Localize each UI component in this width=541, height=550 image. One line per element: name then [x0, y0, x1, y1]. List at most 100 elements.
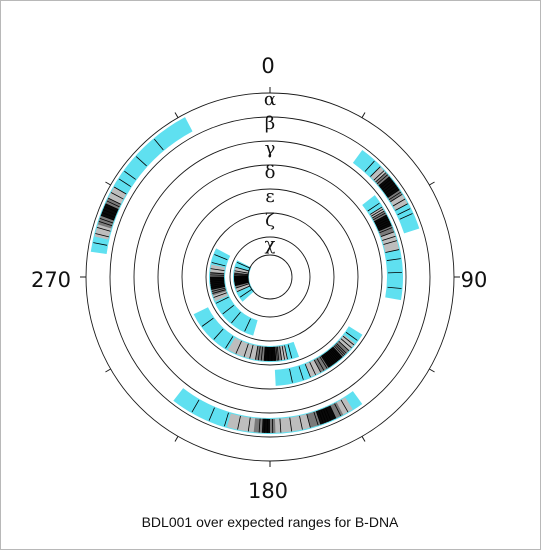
observed-torsion-gamma-6: [374, 216, 388, 224]
observed-torsion-alpha-13: [113, 186, 127, 195]
observed-torsion-beta-23: [320, 409, 327, 423]
observed-torsion-delta-6: [333, 345, 344, 357]
observed-torsion-delta-2: [340, 338, 352, 349]
ring-circle-5: [205, 212, 335, 342]
observed-torsion-epsilon-0: [287, 344, 293, 359]
observed-torsion-delta-0: [345, 331, 358, 341]
observed-torsion-epsilon-13: [265, 346, 267, 361]
angle-tick-60: [429, 181, 435, 186]
observed-torsion-alpha-12: [110, 192, 124, 200]
observed-torsion-beta-30: [279, 418, 282, 433]
observed-torsion-beta-7: [381, 180, 394, 190]
observed-torsion-delta-15: [322, 354, 331, 367]
observed-torsion-zeta-15: [210, 272, 225, 275]
observed-torsion-chi-0: [239, 288, 252, 298]
observed-torsion-delta-22: [298, 366, 304, 380]
observed-torsion-epsilon-6: [274, 346, 277, 361]
observed-torsion-epsilon-17: [255, 345, 259, 360]
observed-torsion-chi-13: [234, 272, 249, 276]
observed-torsion-gamma-5: [374, 214, 387, 222]
observed-torsion-alpha-9: [105, 203, 119, 210]
density-band-beta-7: [261, 418, 270, 433]
angle-label-270: 270: [31, 268, 71, 292]
observed-torsion-gamma-16: [386, 258, 401, 261]
observed-torsion-gamma-0: [367, 202, 380, 212]
observed-torsion-gamma-10: [378, 225, 392, 232]
observed-torsion-beta-0: [364, 160, 375, 172]
observed-torsion-epsilon-5: [275, 346, 278, 361]
observed-torsion-alpha-11: [108, 197, 121, 205]
observed-torsion-beta-21: [325, 407, 332, 421]
observed-torsion-delta-4: [336, 343, 347, 354]
observed-torsion-epsilon-3: [279, 346, 283, 361]
angle-tick-30: [361, 112, 366, 118]
observed-torsion-alpha-5: [100, 215, 115, 221]
observed-torsion-delta-18: [316, 358, 325, 371]
observed-torsion-zeta-10: [210, 281, 225, 284]
observed-torsion-chi-14: [234, 270, 249, 274]
observed-torsion-delta-11: [327, 350, 337, 363]
observed-torsion-chi-5: [234, 280, 249, 284]
ring-label-chi: χ: [265, 234, 276, 255]
observed-torsion-epsilon-20: [235, 340, 242, 354]
observed-torsion-beta-14: [392, 198, 406, 207]
observed-torsion-zeta-2: [222, 305, 234, 315]
observed-torsion-beta-34: [258, 418, 261, 433]
observed-torsion-alpha-2: [96, 227, 111, 232]
observed-torsion-zeta-8: [210, 284, 225, 288]
observed-torsion-alpha-14: [118, 178, 131, 187]
observed-torsion-beta-25: [315, 411, 322, 425]
observed-torsion-beta-11: [387, 189, 400, 198]
observed-torsion-beta-6: [380, 178, 392, 188]
observed-torsion-gamma-18: [387, 286, 402, 289]
ring-label-delta: δ: [265, 162, 276, 183]
observed-torsion-zeta-17: [211, 262, 226, 267]
observed-torsion-chi-12: [234, 274, 249, 276]
observed-torsion-delta-3: [338, 340, 350, 351]
observed-torsion-beta-8: [383, 182, 395, 192]
ring-label-epsilon: ε: [265, 186, 274, 207]
observed-torsion-beta-27: [306, 414, 311, 428]
expected-range-gamma-0: [362, 195, 403, 301]
density-band-delta-2: [321, 346, 343, 368]
observed-torsion-beta-29: [289, 417, 293, 432]
observed-torsion-delta-21: [304, 364, 311, 378]
ring-label-gamma: γ: [265, 138, 276, 159]
observed-torsion-chi-8: [234, 278, 249, 280]
observed-torsion-delta-14: [323, 353, 333, 366]
observed-torsion-zeta-3: [215, 296, 229, 304]
observed-torsion-gamma-2: [370, 208, 384, 217]
angle-tick-120: [429, 368, 435, 373]
observed-torsion-epsilon-23: [201, 317, 214, 327]
ring-circle-1: [109, 116, 431, 438]
observed-torsion-gamma-12: [380, 231, 395, 238]
observed-torsion-epsilon-2: [281, 345, 285, 360]
observed-torsion-chi-15: [235, 266, 249, 272]
observed-torsion-beta-2: [373, 170, 385, 181]
chart-caption: BDL001 over expected ranges for B-DNA: [142, 514, 399, 530]
observed-torsion-gamma-15: [385, 249, 400, 253]
observed-torsion-beta-5: [378, 176, 390, 187]
observed-torsion-chi-2: [235, 283, 250, 289]
observed-torsion-gamma-11: [379, 227, 393, 234]
observed-torsion-beta-13: [390, 193, 403, 203]
observed-torsion-zeta-9: [210, 283, 225, 286]
observed-torsion-zeta-5: [212, 289, 226, 294]
observed-torsion-gamma-7: [375, 218, 389, 226]
ring-circle-2: [133, 140, 407, 414]
observed-torsion-alpha-15: [124, 170, 136, 180]
angle-tick-330: [174, 112, 179, 118]
observed-torsion-alpha-8: [104, 206, 118, 213]
observed-torsion-delta-23: [289, 368, 293, 383]
ring-circle-7: [247, 254, 293, 300]
observed-torsion-alpha-3: [98, 220, 113, 227]
observed-torsion-delta-13: [324, 352, 334, 365]
observed-torsion-alpha-1: [95, 233, 110, 238]
observed-torsion-gamma-13: [382, 235, 396, 241]
observed-torsion-alpha-7: [102, 209, 117, 216]
observed-torsion-beta-17: [399, 213, 413, 220]
angle-tick-240: [105, 368, 111, 373]
observed-torsion-epsilon-7: [273, 346, 275, 361]
observed-torsion-epsilon-21: [225, 336, 234, 349]
observed-torsion-zeta-7: [211, 286, 226, 290]
